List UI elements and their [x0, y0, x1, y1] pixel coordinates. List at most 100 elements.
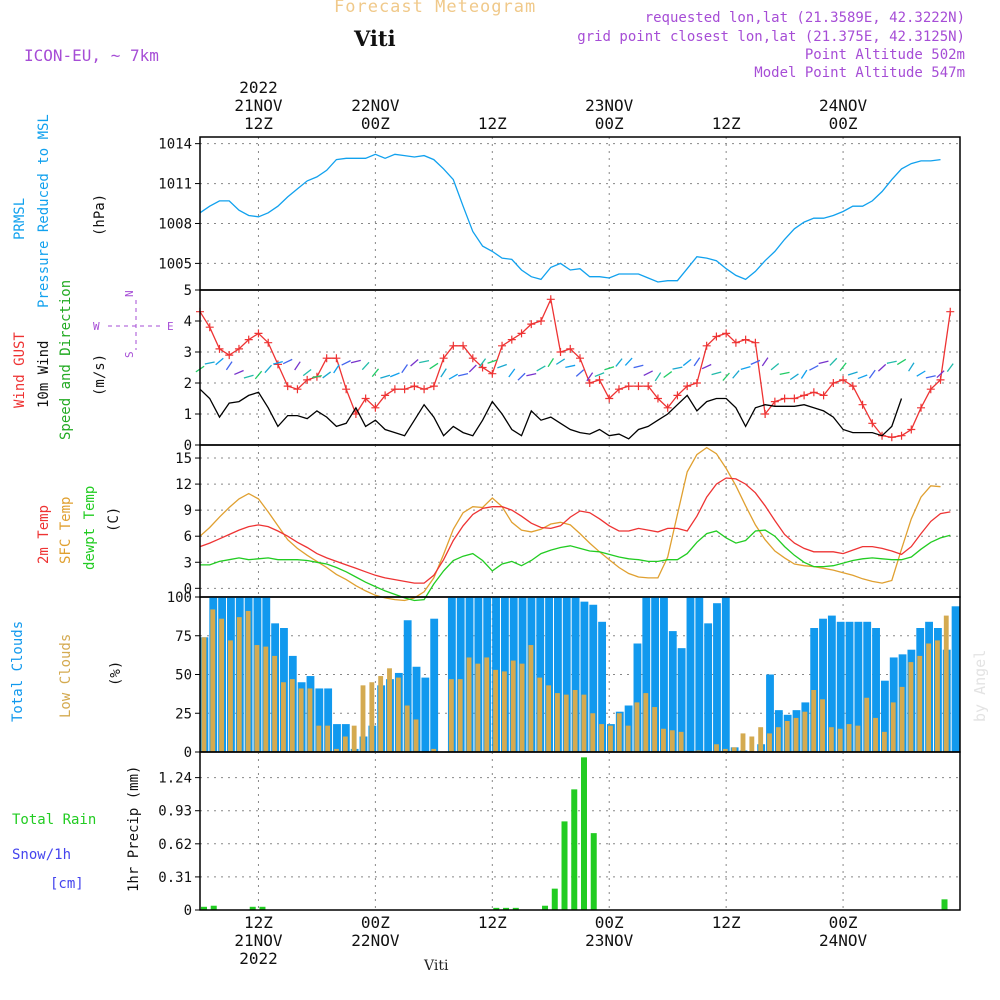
bar-low-cloud	[820, 699, 825, 752]
y-tick-label: 0	[184, 438, 192, 454]
bar-low-cloud	[263, 646, 269, 752]
bar-low-cloud	[749, 736, 755, 752]
time-label-hour: 12Z	[712, 114, 741, 133]
y-tick-label: 1	[184, 407, 192, 423]
bar-low-cloud	[784, 721, 790, 752]
wind-direction-arrow	[294, 361, 301, 371]
cloud-labels: Total Clouds Low Clouds (%)	[10, 621, 124, 722]
bar-low-cloud	[413, 719, 419, 752]
wind-direction-arrow	[633, 364, 644, 369]
wind-direction-arrow	[693, 357, 701, 367]
bar-low-cloud	[917, 655, 923, 752]
panel-frame	[199, 444, 961, 598]
bar-low-cloud	[351, 725, 357, 752]
bar-low-cloud	[493, 669, 498, 752]
bar-low-cloud	[625, 725, 631, 752]
gust-marker	[917, 403, 926, 412]
wind-direction-arrow	[555, 358, 566, 365]
time-label-hour: 00Z	[361, 913, 390, 932]
wind-direction-arrow	[761, 357, 769, 367]
bar-low-cloud	[210, 609, 216, 752]
gust-marker	[254, 329, 263, 338]
y-tick-label: 15	[175, 451, 192, 467]
wind-direction-arrow	[604, 366, 615, 371]
wind-direction-arrow	[586, 372, 594, 382]
bar-low-cloud	[201, 637, 207, 752]
panel-pressure: 1005 1008 1011 1014	[158, 136, 961, 291]
wind-direction-arrow	[410, 358, 419, 367]
y-tick-label: 1011	[158, 177, 192, 193]
gust-marker	[322, 354, 331, 363]
series-2m-temp	[199, 477, 951, 584]
series-wind-gust	[199, 297, 951, 438]
bar-precip	[493, 907, 500, 910]
bar-total-cloud	[827, 615, 836, 752]
watermark: by Angel	[971, 650, 989, 722]
gust-marker	[848, 382, 857, 391]
bar-total-cloud	[766, 674, 774, 752]
gust-marker	[897, 431, 906, 440]
gust-marker	[595, 375, 604, 384]
wind-direction-arrow	[380, 374, 391, 379]
gust-marker	[498, 341, 507, 350]
wind-direction-arrow	[565, 364, 576, 369]
bar-low-cloud	[316, 725, 322, 752]
wind-direction-arrow	[322, 371, 332, 379]
model-point-altitude: Model Point Altitude 547m	[754, 65, 965, 81]
wind-direction-arrow	[800, 369, 808, 379]
bar-total-cloud	[721, 597, 730, 752]
wind-direction-arrow	[458, 373, 469, 377]
gust-marker	[439, 354, 448, 363]
gust-marker	[946, 307, 955, 316]
gust-marker	[478, 363, 487, 372]
compass-s: S	[123, 351, 136, 358]
gust-marker	[410, 382, 419, 391]
wind-direction-arrow	[536, 365, 546, 372]
gust-marker	[605, 394, 614, 403]
y-tick-label: 4	[184, 314, 192, 330]
gust-marker	[429, 382, 438, 391]
time-label-date: 21NOV	[234, 96, 283, 115]
chart-title: Viti	[354, 26, 396, 51]
label-snow-unit: [cm]	[50, 876, 84, 892]
label-sfc-temp: SFC Temp	[58, 497, 74, 564]
y-tick-label: 0	[184, 581, 192, 597]
wind-direction-arrow	[204, 361, 215, 365]
gust-marker	[663, 403, 672, 412]
gust-marker	[507, 335, 516, 344]
bar-low-cloud	[228, 640, 233, 752]
gust-marker	[809, 388, 818, 397]
gust-marker	[644, 382, 653, 391]
y-tick-label: 100	[167, 590, 192, 606]
time-label-date: 23NOV	[585, 96, 634, 115]
bar-total-cloud	[412, 666, 421, 752]
gust-marker	[683, 382, 692, 391]
label-prmsl: PRMSL	[12, 198, 28, 240]
wind-direction-arrow	[517, 372, 526, 381]
gust-marker	[800, 391, 809, 400]
series-sfc-temp	[199, 446, 941, 602]
wind-direction-arrow	[594, 372, 605, 378]
bar-precip	[503, 907, 510, 910]
bar-low-cloud	[254, 645, 260, 752]
wind-direction-arrow	[341, 360, 351, 366]
chart-subtitle: Forecast Meteogram	[334, 0, 537, 17]
bar-precip	[571, 789, 578, 910]
wind-direction-arrow	[839, 362, 847, 372]
y-tick-label: 1008	[158, 216, 192, 232]
wind-direction-arrow	[624, 357, 633, 366]
y-tick-label: 75	[175, 629, 192, 645]
wind-direction-arrow	[770, 363, 780, 371]
gust-marker	[692, 379, 701, 387]
bar-low-cloud	[457, 679, 463, 752]
bar-total-cloud	[863, 621, 872, 752]
gust-marker	[459, 341, 468, 350]
y-tick-label: 0.62	[158, 837, 192, 853]
wind-direction-arrow	[487, 359, 498, 364]
bar-low-cloud	[899, 686, 905, 752]
model-label: ICON-EU, ~ 7km	[24, 46, 159, 65]
gust-marker	[887, 433, 896, 442]
gust-marker	[770, 397, 779, 406]
gust-marker	[751, 338, 760, 347]
